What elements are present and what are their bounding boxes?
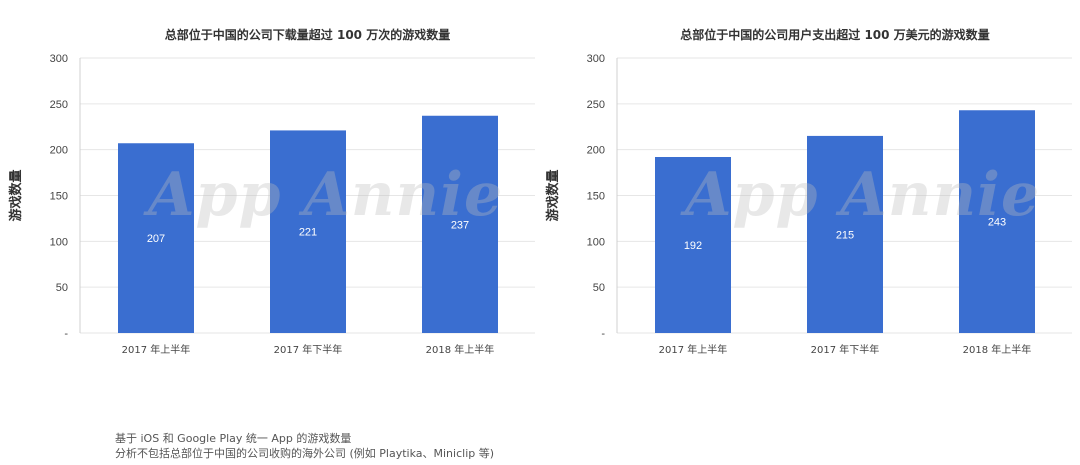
y-tick-label: 50 <box>56 282 68 294</box>
bar <box>118 143 194 333</box>
y-axis-title: 游戏数量 <box>8 169 24 221</box>
y-tick-label: 250 <box>587 99 605 111</box>
bar-value-label: 237 <box>451 219 469 231</box>
x-category-label: 2017 年上半年 <box>122 343 191 356</box>
y-tick-label: 200 <box>587 145 605 157</box>
y-tick-label: 250 <box>50 99 68 111</box>
footnote-line-1: 基于 iOS 和 Google Play 统一 App 的游戏数量 <box>115 432 352 445</box>
footnote: 基于 iOS 和 Google Play 统一 App 的游戏数量 分析不包括总… <box>115 431 494 461</box>
x-category-label: 2017 年下半年 <box>274 343 343 356</box>
x-category-label: 2018 年上半年 <box>963 343 1032 356</box>
bar <box>270 130 346 333</box>
x-category-label: 2017 年上半年 <box>659 343 728 356</box>
footnote-line-2: 分析不包括总部位于中国的公司收购的海外公司 (例如 Playtika、Minic… <box>115 447 495 460</box>
y-tick-label: 300 <box>50 53 68 65</box>
y-tick-label: 150 <box>50 191 68 203</box>
bar <box>807 135 883 333</box>
chart-title-downloads: 总部位于中国的公司下载量超过 100 万次的游戏数量 <box>164 28 451 42</box>
y-axis-title: 游戏数量 <box>545 169 561 221</box>
x-category-label: 2017 年下半年 <box>811 343 880 356</box>
y-tick-label: 150 <box>587 191 605 203</box>
x-category-label: 2018 年上半年 <box>426 343 495 356</box>
bar <box>655 157 731 333</box>
y-tick-label: 300 <box>587 53 605 65</box>
bar-value-label: 221 <box>299 227 317 239</box>
y-tick-label: 100 <box>587 236 605 248</box>
bar-value-label: 192 <box>684 240 702 252</box>
chart-title-spending: 总部位于中国的公司用户支出超过 100 万美元的游戏数量 <box>680 28 990 42</box>
y-tick-label: 100 <box>50 236 68 248</box>
y-tick-label: 50 <box>593 282 605 294</box>
y-tick-label: - <box>601 328 605 340</box>
y-tick-label: 200 <box>50 145 68 157</box>
bar-value-label: 207 <box>147 233 165 245</box>
y-tick-label: - <box>64 328 68 340</box>
bar-value-label: 215 <box>836 229 854 241</box>
bar <box>959 110 1035 333</box>
bar <box>422 115 498 333</box>
bar-value-label: 243 <box>988 217 1006 229</box>
